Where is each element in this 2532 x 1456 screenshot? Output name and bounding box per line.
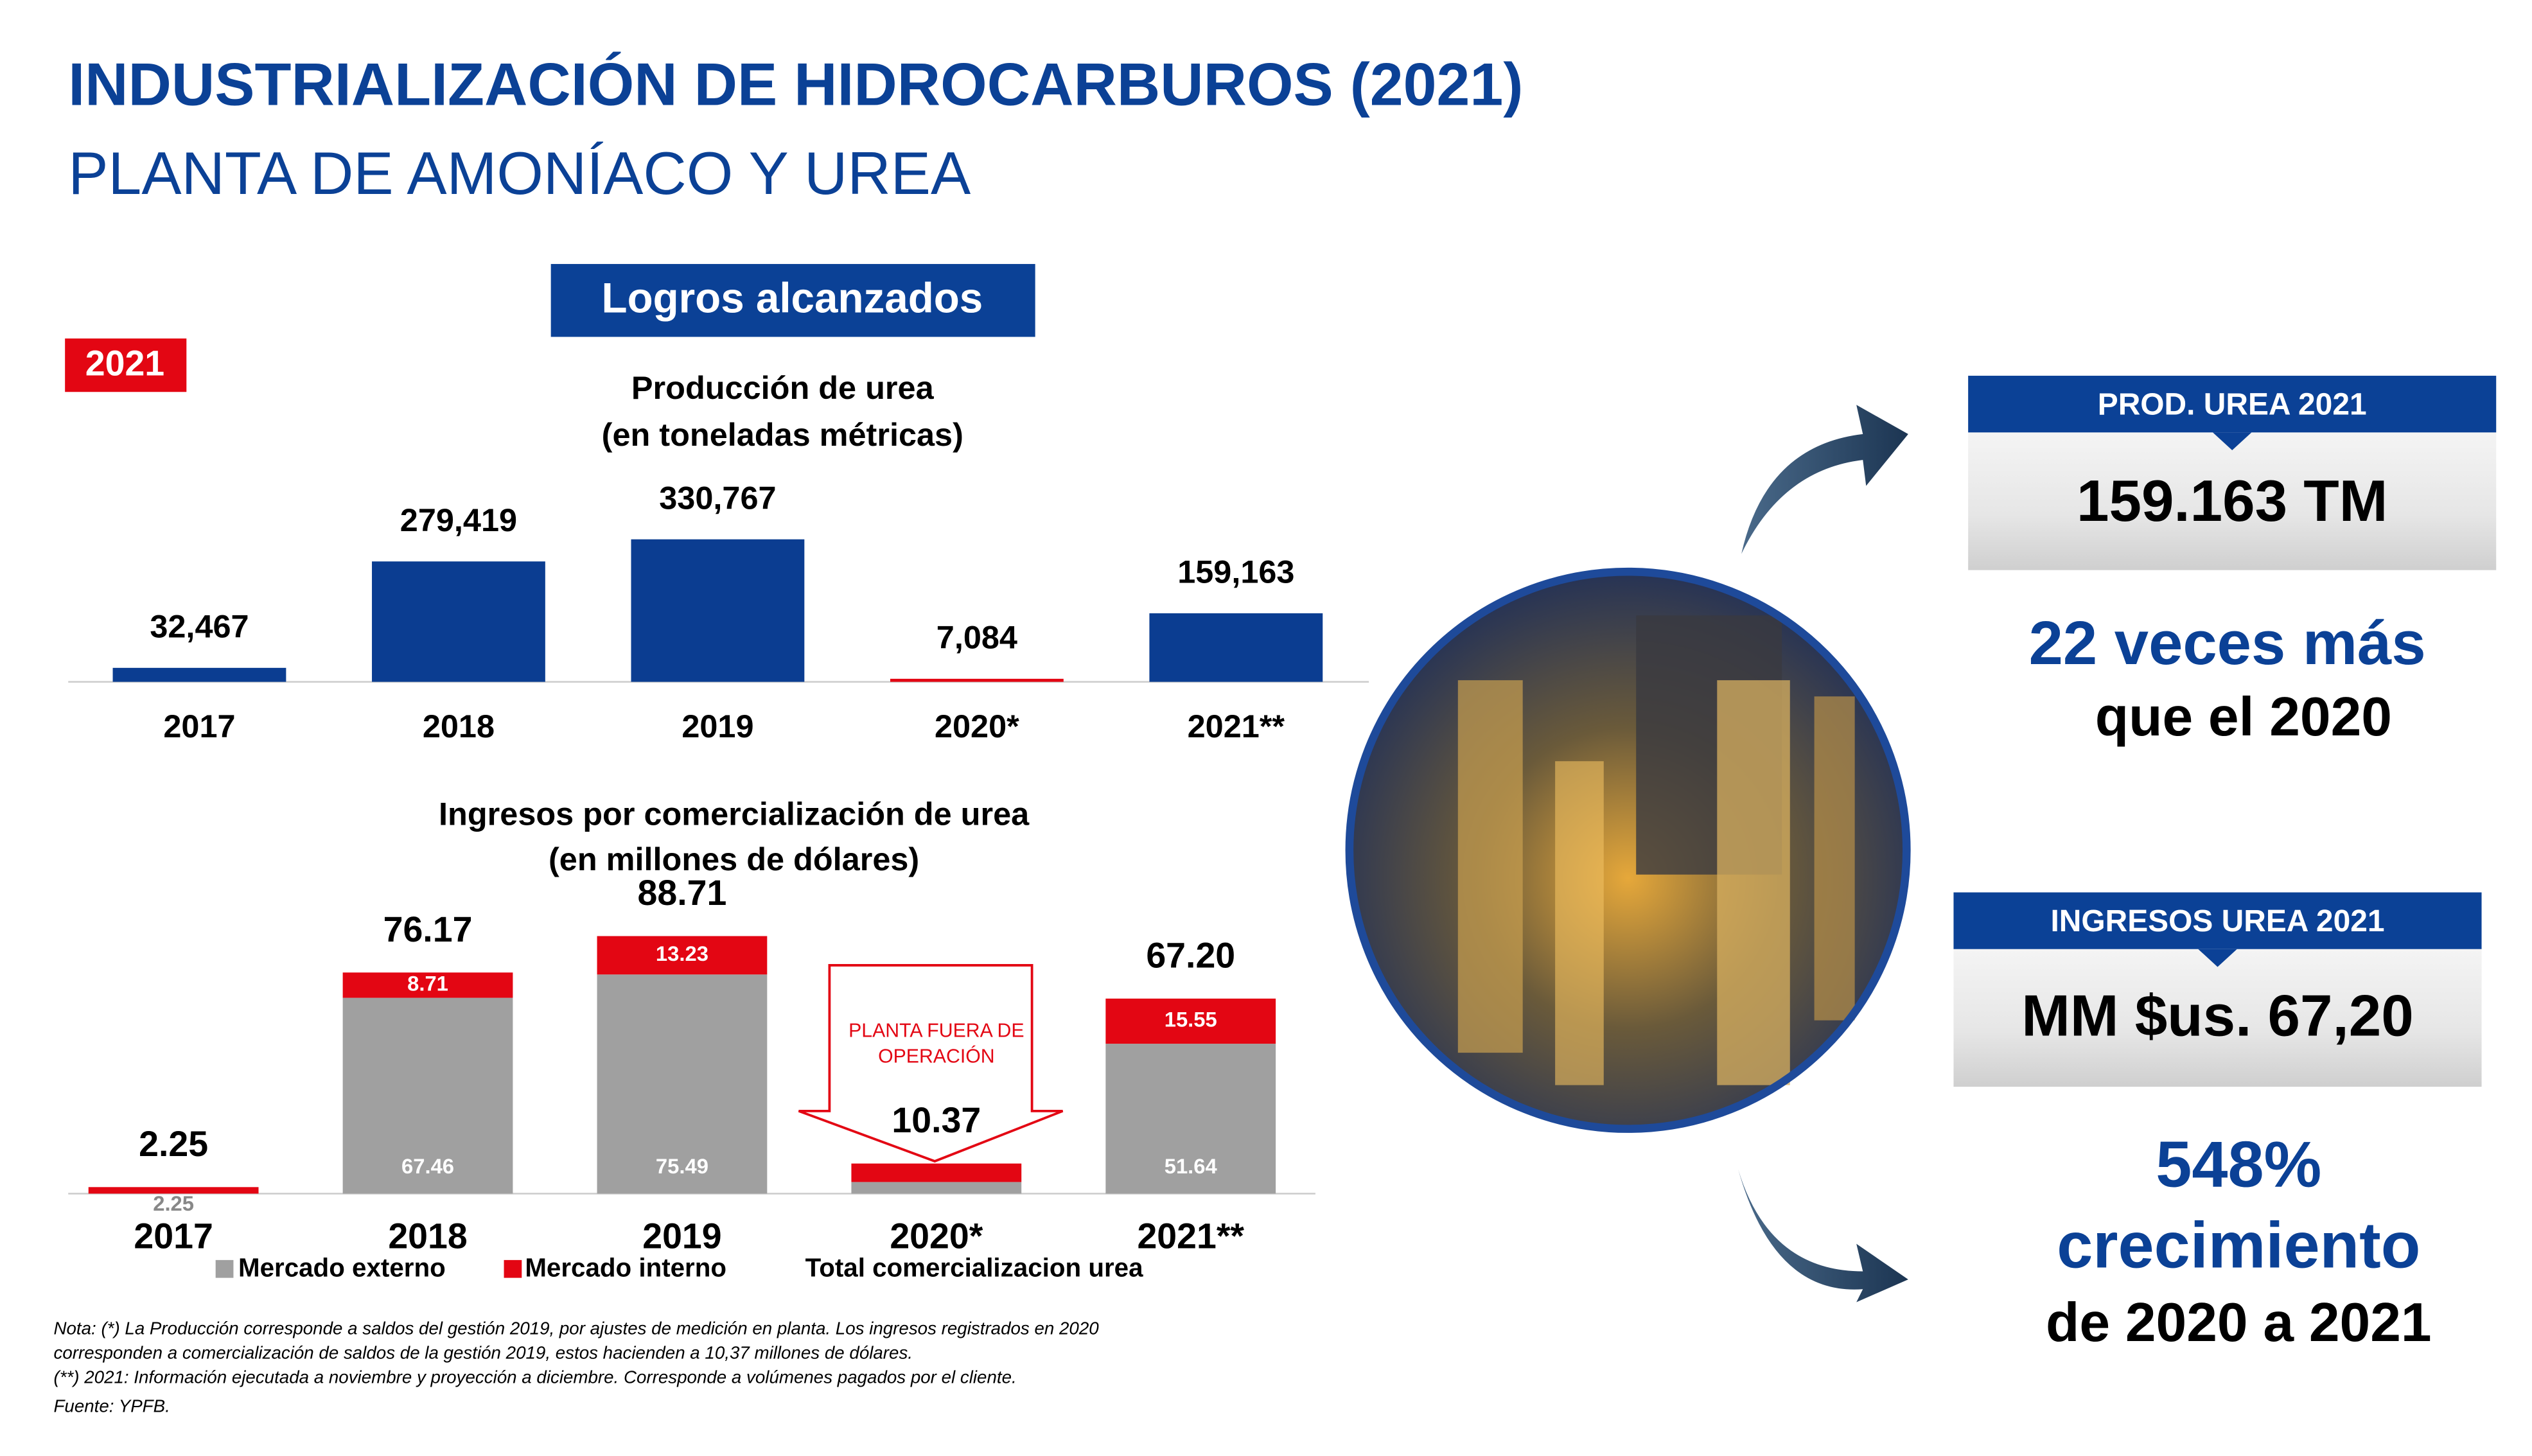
segment-label: 8.71 xyxy=(407,972,448,996)
bar xyxy=(1149,613,1323,682)
arrow xyxy=(1738,1169,1908,1303)
bar-segment xyxy=(342,972,513,998)
annotation-arrow xyxy=(798,964,1064,1163)
highlight: 548% xyxy=(2156,1128,2321,1200)
x-tick-label: 2021** xyxy=(1188,708,1285,744)
bar xyxy=(372,561,545,682)
notch xyxy=(2198,949,2237,967)
card-body xyxy=(1953,949,2482,1087)
card-body xyxy=(1968,432,2497,570)
highlight: crecimiento xyxy=(2057,1209,2420,1281)
legend-label: Mercado interno xyxy=(525,1253,726,1283)
highlight: de 2020 a 2021 xyxy=(2046,1292,2432,1353)
bar-segment xyxy=(342,997,513,1194)
bar xyxy=(890,678,1064,682)
bar-segment xyxy=(1105,1044,1276,1194)
value-label: 32,467 xyxy=(150,608,249,645)
card-header-bg xyxy=(1968,376,2497,433)
title: INDUSTRIALIZACIÓN DE HIDROCARBUROS (2021… xyxy=(68,51,1523,118)
total-label: 76.17 xyxy=(383,909,473,949)
chart-title: Ingresos por comercialización de urea xyxy=(439,795,1030,832)
total-label: 88.71 xyxy=(638,873,727,913)
annotation: OPERACIÓN xyxy=(878,1046,995,1067)
legend-swatch xyxy=(215,1259,234,1278)
highlight: que el 2020 xyxy=(2095,686,2392,748)
segment-label: 75.49 xyxy=(656,1154,708,1178)
note: Nota: (*) La Producción corresponde a sa… xyxy=(54,1319,1100,1338)
chart-subtitle: (en millones de dólares) xyxy=(549,841,919,877)
value-label: 330,767 xyxy=(659,480,776,516)
legend-swatch xyxy=(504,1259,522,1278)
legend-label: Total comercializacion urea xyxy=(805,1253,1144,1283)
x-tick-label: 2017 xyxy=(163,708,235,744)
x-tick-label: 2021** xyxy=(1137,1216,1244,1256)
value-label: 159,163 xyxy=(1177,554,1294,590)
total-label: 67.20 xyxy=(1146,935,1235,975)
chart-subtitle: (en toneladas métricas) xyxy=(602,416,963,453)
bar xyxy=(631,539,805,682)
bar-segment xyxy=(851,1182,1022,1194)
subtitle: PLANTA DE AMONÍACO Y UREA xyxy=(68,140,971,207)
badge-bg xyxy=(550,264,1035,337)
chart-title: Producción de urea xyxy=(631,369,935,406)
legend-label: Mercado externo xyxy=(238,1253,446,1283)
note: (**) 2021: Información ejecutada a novie… xyxy=(54,1367,1017,1387)
card-header: PROD. UREA 2021 xyxy=(2098,388,2367,422)
card-value: MM $us. 67,20 xyxy=(2021,984,2413,1049)
bar xyxy=(112,667,286,682)
total-label: 10.37 xyxy=(892,1100,981,1140)
x-tick-label: 2019 xyxy=(642,1216,721,1256)
value-label: 279,419 xyxy=(400,502,517,538)
bar-segment xyxy=(597,936,768,975)
x-tick-label: 2020* xyxy=(890,1216,983,1256)
x-tick-label: 2019 xyxy=(681,708,753,744)
x-tick-label: 2018 xyxy=(423,708,495,744)
year-tag: 2021 xyxy=(85,344,164,383)
note: Fuente: YPFB. xyxy=(54,1396,170,1416)
photo xyxy=(1345,567,1911,1133)
card-header: INGRESOS UREA 2021 xyxy=(2050,904,2384,938)
year-tag-bg xyxy=(65,338,187,392)
bar-segment xyxy=(1105,998,1276,1044)
segment-label: 67.46 xyxy=(401,1154,454,1178)
segment-label: 15.55 xyxy=(1165,1008,1217,1031)
segment-label: 2.25 xyxy=(153,1191,194,1215)
badge: Logros alcanzados xyxy=(602,274,983,321)
bar-segment xyxy=(88,1187,259,1194)
total-label: 2.25 xyxy=(139,1124,208,1164)
value-label: 7,084 xyxy=(936,619,1017,656)
x-tick-label: 2018 xyxy=(388,1216,467,1256)
segment-label: 13.23 xyxy=(656,942,708,965)
x-tick-label: 2017 xyxy=(134,1216,213,1256)
card-value: 159.163 TM xyxy=(2077,469,2387,534)
annotation: PLANTA FUERA DE xyxy=(848,1020,1024,1041)
card-header-bg xyxy=(1953,892,2482,949)
arrow xyxy=(1741,405,1908,554)
x-tick-label: 2020* xyxy=(935,708,1019,744)
bar-segment xyxy=(851,1163,1022,1182)
highlight: 22 veces más xyxy=(2029,609,2426,678)
segment-label: 51.64 xyxy=(1165,1154,1218,1178)
bar-segment xyxy=(597,974,768,1194)
notch xyxy=(2212,432,2252,451)
note: corresponden a comercialización de saldo… xyxy=(54,1342,913,1362)
